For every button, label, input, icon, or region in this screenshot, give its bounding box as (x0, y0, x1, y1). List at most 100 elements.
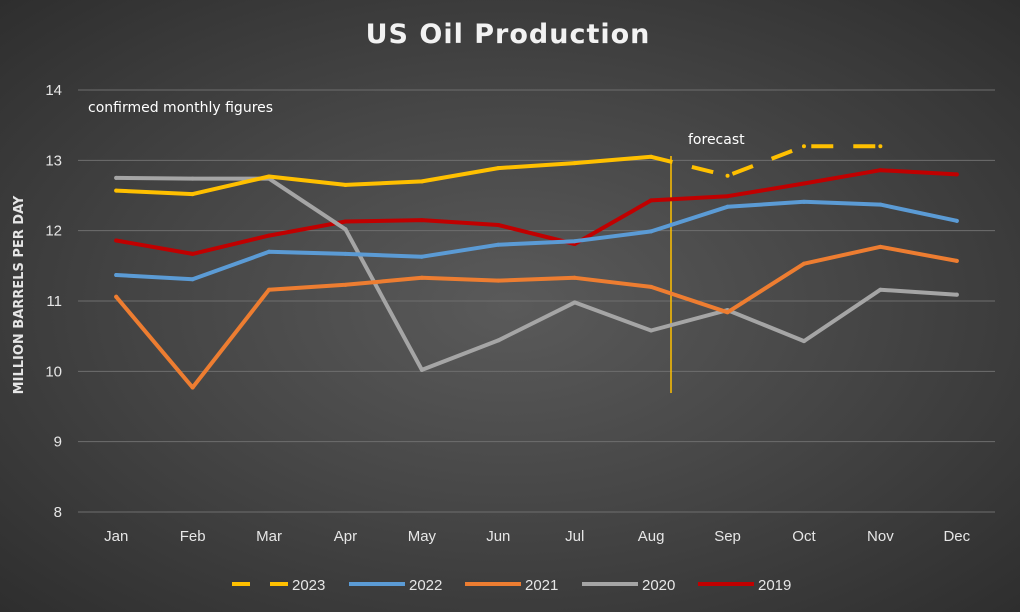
data-point-2023 (878, 144, 883, 149)
data-point-2020 (343, 227, 348, 232)
x-tick-label: Dec (943, 528, 970, 545)
legend-label: 2022 (409, 577, 442, 594)
data-point-2021 (496, 278, 501, 283)
y-tick-label: 12 (45, 223, 62, 240)
legend-label: 2021 (525, 577, 558, 594)
data-point-2019 (419, 218, 424, 223)
data-point-2022 (725, 204, 730, 209)
data-point-2020 (190, 176, 195, 181)
data-point-2019 (496, 223, 501, 228)
data-point-2021 (649, 284, 654, 289)
series-2022 (114, 199, 959, 282)
x-tick-label: Apr (334, 528, 357, 545)
legend-label: 2019 (758, 577, 791, 594)
legend-label: 2023 (292, 577, 325, 594)
data-point-2022 (954, 218, 959, 223)
y-tick-label: 13 (45, 152, 62, 169)
data-point-2023 (496, 166, 501, 171)
y-tick-label: 8 (54, 504, 62, 521)
data-point-2022 (878, 202, 883, 207)
data-point-2022 (496, 242, 501, 247)
data-point-2022 (343, 251, 348, 256)
data-point-2022 (649, 229, 654, 234)
data-point-2021 (725, 310, 730, 315)
data-point-2020 (114, 175, 119, 180)
forecast-annotation: forecast (688, 132, 745, 148)
series-line-2022 (114, 199, 959, 282)
data-point-2022 (190, 277, 195, 282)
y-tick-label: 11 (46, 293, 62, 310)
legend: 2023 2022 2021 2020 2019 (232, 577, 791, 594)
gridlines (78, 89, 995, 513)
data-point-2023 (572, 161, 577, 166)
x-tick-label: Jun (486, 528, 510, 545)
data-point-2023 (649, 154, 654, 159)
x-tick-label: Aug (638, 528, 665, 545)
series-line-2021 (114, 244, 959, 390)
legend-item-2019: 2019 (698, 577, 791, 594)
x-tick-label: Sep (714, 528, 741, 545)
legend-item-2021: 2021 (465, 577, 558, 594)
legend-item-2023: 2023 (232, 577, 325, 594)
x-tick-label: Jan (104, 528, 128, 545)
series-2023 (114, 144, 883, 197)
data-point-2021 (114, 294, 119, 299)
series-lines (114, 144, 959, 390)
data-point-2023 (419, 179, 424, 184)
x-tick-label: May (408, 528, 437, 545)
data-point-2023 (343, 182, 348, 187)
data-point-2023 (190, 192, 195, 197)
data-point-2020 (954, 292, 959, 297)
data-point-2020 (649, 328, 654, 333)
data-point-2019 (878, 168, 883, 173)
series-line-2019 (114, 168, 959, 256)
data-point-2020 (572, 300, 577, 305)
chart-title: US Oil Production (366, 19, 651, 50)
data-point-2021 (267, 287, 272, 292)
series-line-2023 (114, 154, 654, 197)
data-point-2023 (801, 144, 806, 149)
y-axis-label: MILLION BARRELS PER DAY (12, 195, 27, 394)
x-tick-label: Jul (565, 528, 584, 545)
data-point-2019 (114, 238, 119, 243)
data-point-2019 (190, 251, 195, 256)
x-tick-label: Nov (867, 528, 894, 545)
data-point-2020 (878, 287, 883, 292)
data-point-2023 (114, 188, 119, 193)
data-point-2019 (649, 198, 654, 203)
y-tick-label: 14 (45, 82, 62, 99)
data-point-2021 (878, 244, 883, 249)
data-point-2022 (572, 239, 577, 244)
data-point-2021 (954, 258, 959, 263)
data-point-2020 (496, 338, 501, 343)
legend-item-2020: 2020 (582, 577, 675, 594)
data-point-2019 (267, 233, 272, 238)
data-point-2021 (419, 275, 424, 280)
data-point-2023 (267, 174, 272, 179)
y-tick-label: 9 (54, 434, 62, 451)
data-point-2019 (801, 181, 806, 186)
legend-label: 2020 (642, 577, 675, 594)
legend-item-2022: 2022 (349, 577, 442, 594)
data-point-2021 (801, 261, 806, 266)
y-tick-label: 10 (45, 363, 62, 380)
data-point-2021 (343, 282, 348, 287)
data-point-2022 (267, 249, 272, 254)
data-point-2019 (343, 219, 348, 224)
series-2019 (114, 168, 959, 256)
data-point-2022 (801, 199, 806, 204)
y-axis-ticks: 8 9 10 11 12 13 14 (45, 82, 62, 521)
data-point-2020 (801, 339, 806, 344)
data-point-2019 (725, 194, 730, 199)
data-point-2020 (419, 367, 424, 372)
series-2021 (114, 244, 959, 390)
data-point-2023 (725, 173, 730, 178)
series-2020 (114, 175, 959, 372)
x-tick-label: Oct (792, 528, 816, 545)
x-tick-label: Feb (180, 528, 206, 545)
series-line-2020 (114, 175, 959, 372)
x-tick-label: Mar (256, 528, 282, 545)
data-point-2021 (572, 275, 577, 280)
data-point-2019 (954, 172, 959, 177)
data-point-2022 (419, 254, 424, 259)
